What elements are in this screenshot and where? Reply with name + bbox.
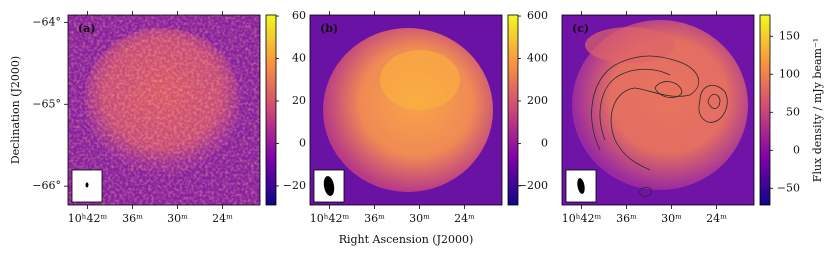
x-tick-label: 10ʰ42ᵐ bbox=[310, 212, 350, 225]
panel-label: (b) bbox=[320, 22, 338, 35]
x-tick-label: 30ᵐ bbox=[409, 212, 430, 225]
contour bbox=[639, 187, 652, 197]
y-tick-label: −65° bbox=[32, 97, 61, 110]
colorbar-tick-label: 0 bbox=[299, 136, 306, 149]
x-tick-label: 24ᵐ bbox=[212, 212, 233, 225]
contour bbox=[707, 93, 721, 109]
colorbar-tick-label: 0 bbox=[541, 136, 548, 149]
x-tick-label: 36ᵐ bbox=[616, 212, 637, 225]
contour bbox=[599, 68, 671, 141]
colorbar-tick-label: 400 bbox=[527, 52, 548, 65]
panel-label: (a) bbox=[78, 22, 96, 35]
panel-label: (c) bbox=[572, 22, 589, 35]
y-tick-label: −64° bbox=[32, 15, 61, 28]
x-tick-label: 30ᵐ bbox=[167, 212, 188, 225]
x-tick-label: 10ʰ42ᵐ bbox=[68, 212, 108, 225]
colorbar-tick-label: 200 bbox=[527, 94, 548, 107]
colorbar-tick-label: −20 bbox=[283, 179, 306, 192]
colorbar-tick-label: 150 bbox=[779, 29, 800, 42]
colorbar-tick-label: −50 bbox=[777, 181, 800, 194]
colorbar-tick-label: 100 bbox=[779, 67, 800, 80]
colorbar bbox=[759, 14, 771, 206]
colorbar-tick-label: 60 bbox=[292, 9, 306, 22]
y-axis-label: Declination (J2000) bbox=[9, 56, 22, 164]
colorbar-tick-label: 20 bbox=[292, 94, 306, 107]
x-tick-label: 36ᵐ bbox=[364, 212, 385, 225]
contour bbox=[698, 84, 728, 123]
colorbar bbox=[265, 14, 277, 206]
x-tick-label: 24ᵐ bbox=[454, 212, 475, 225]
colorbar-tick-label: 40 bbox=[292, 52, 306, 65]
y-tick-label: −66° bbox=[32, 179, 61, 192]
colorbar-tick-label: 0 bbox=[793, 143, 800, 156]
beam-boxes bbox=[71, 169, 597, 203]
colorbar-label: Flux density / mJy beam⁻¹ bbox=[811, 38, 824, 182]
contour bbox=[591, 55, 700, 171]
x-axis-label: Right Ascension (J2000) bbox=[339, 233, 474, 246]
colorbar-tick-label: 600 bbox=[527, 9, 548, 22]
x-tick-label: 24ᵐ bbox=[706, 212, 727, 225]
colorbar-tick-label: −200 bbox=[518, 179, 548, 192]
x-tick-label: 10ʰ42ᵐ bbox=[562, 212, 602, 225]
x-tick-label: 36ᵐ bbox=[122, 212, 143, 225]
contour bbox=[654, 81, 683, 98]
colorbar bbox=[507, 14, 519, 206]
x-tick-label: 30ᵐ bbox=[661, 212, 682, 225]
colorbar-tick-label: 50 bbox=[786, 105, 800, 118]
